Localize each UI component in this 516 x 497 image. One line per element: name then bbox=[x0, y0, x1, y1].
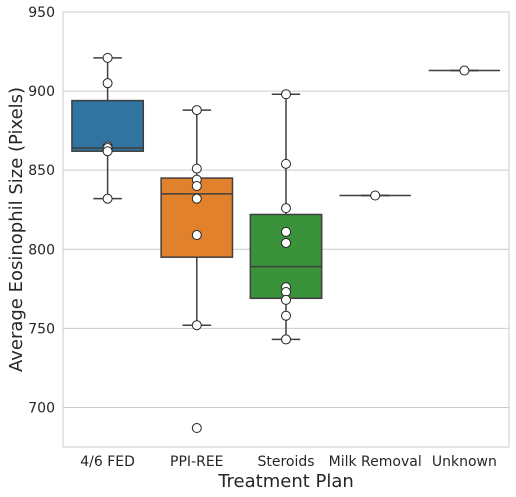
data-point-steroids-10 bbox=[281, 334, 291, 345]
box-ppi-ree bbox=[160, 109, 234, 326]
data-point-milk-removal-1 bbox=[370, 190, 381, 201]
y-tick-label-850: 850 bbox=[28, 163, 55, 179]
data-point-steroids-4 bbox=[281, 226, 291, 237]
box-body-ppi-ree bbox=[160, 177, 234, 258]
y-tick-label-700: 700 bbox=[28, 400, 55, 416]
y-tick-label-800: 800 bbox=[28, 242, 55, 258]
data-point-ppi-ree-5 bbox=[191, 193, 202, 204]
data-point-ppi-ree-6 bbox=[191, 230, 202, 241]
data-point-ppi-ree-8 bbox=[191, 423, 202, 434]
points-layer bbox=[102, 52, 470, 434]
x-tick-label-ppi-ree: PPI-REE bbox=[170, 454, 223, 470]
boxes-layer bbox=[71, 57, 501, 341]
y-tick-label-750: 750 bbox=[28, 321, 55, 337]
data-point-unknown-1 bbox=[459, 65, 470, 76]
data-point-steroids-1 bbox=[281, 89, 291, 100]
data-point-steroids-3 bbox=[281, 203, 291, 214]
data-point-ppi-ree-7 bbox=[191, 320, 202, 331]
y-tick-labels: 700 750 800 850 900 950 bbox=[28, 5, 55, 416]
data-point-4-6-fed-5 bbox=[102, 146, 113, 157]
data-point-ppi-ree-4 bbox=[191, 181, 202, 191]
data-point-steroids-5 bbox=[281, 237, 291, 248]
y-tick-label-950: 950 bbox=[28, 5, 55, 21]
x-axis-title: Treatment Plan bbox=[217, 471, 354, 492]
data-point-steroids-9 bbox=[281, 310, 291, 321]
data-point-steroids-8 bbox=[281, 294, 291, 305]
y-tick-label-900: 900 bbox=[28, 84, 55, 100]
x-tick-label-steroids: Steroids bbox=[257, 454, 314, 470]
data-point-4-6-fed-1 bbox=[102, 52, 113, 63]
data-point-ppi-ree-2 bbox=[191, 163, 202, 174]
y-axis-title: Average Eosinophil Size (Pixels) bbox=[6, 87, 27, 372]
x-tick-label-unknown: Unknown bbox=[432, 454, 497, 470]
data-point-ppi-ree-1 bbox=[191, 105, 202, 116]
x-tick-label-milk-removal: Milk Removal bbox=[329, 454, 422, 470]
data-point-4-6-fed-2 bbox=[102, 78, 113, 89]
data-point-4-6-fed-6 bbox=[102, 193, 113, 204]
x-tick-label-4-6-fed: 4/6 FED bbox=[80, 454, 135, 470]
data-point-steroids-2 bbox=[281, 158, 291, 169]
x-tick-labels: 4/6 FED PPI-REE Steroids Milk Removal Unknow… bbox=[80, 454, 497, 470]
